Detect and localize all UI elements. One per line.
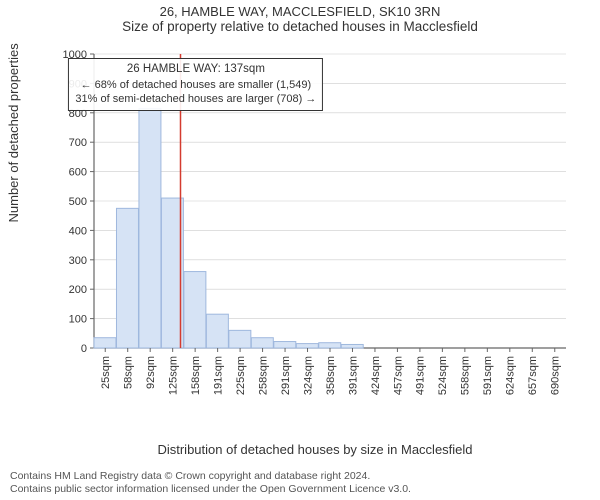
svg-text:100: 100	[69, 314, 87, 326]
svg-text:690sqm: 690sqm	[550, 356, 562, 395]
header: 26, HAMBLE WAY, MACCLESFIELD, SK10 3RN S…	[0, 0, 600, 34]
svg-text:358sqm: 358sqm	[325, 356, 337, 395]
svg-text:600: 600	[69, 167, 87, 179]
svg-text:400: 400	[69, 225, 87, 237]
svg-text:58sqm: 58sqm	[123, 356, 135, 389]
attribution-footer: Contains HM Land Registry data © Crown c…	[10, 470, 411, 496]
svg-text:524sqm: 524sqm	[437, 356, 449, 395]
svg-text:300: 300	[69, 255, 87, 267]
svg-text:424sqm: 424sqm	[370, 356, 382, 395]
svg-text:591sqm: 591sqm	[482, 356, 494, 395]
annotation-line-larger: 31% of semi-detached houses are larger (…	[75, 92, 316, 107]
y-axis-label: Number of detached properties	[6, 43, 21, 222]
address-line: 26, HAMBLE WAY, MACCLESFIELD, SK10 3RN	[0, 4, 600, 19]
footer-line-1: Contains HM Land Registry data © Crown c…	[10, 470, 411, 483]
svg-text:225sqm: 225sqm	[235, 356, 247, 395]
svg-text:624sqm: 624sqm	[505, 356, 517, 395]
svg-text:491sqm: 491sqm	[415, 356, 427, 395]
svg-text:0: 0	[81, 343, 87, 355]
svg-text:258sqm: 258sqm	[257, 356, 269, 395]
svg-text:158sqm: 158sqm	[190, 356, 202, 395]
svg-text:291sqm: 291sqm	[280, 356, 292, 395]
svg-text:92sqm: 92sqm	[145, 356, 157, 389]
footer-line-2: Contains public sector information licen…	[10, 483, 411, 496]
svg-text:324sqm: 324sqm	[302, 356, 314, 395]
svg-text:125sqm: 125sqm	[168, 356, 180, 395]
svg-text:457sqm: 457sqm	[392, 356, 404, 395]
svg-text:200: 200	[69, 284, 87, 296]
svg-text:191sqm: 191sqm	[212, 356, 224, 395]
annotation-line-smaller: ← 68% of detached houses are smaller (1,…	[75, 78, 316, 93]
annotation-title: 26 HAMBLE WAY: 137sqm	[75, 62, 316, 78]
x-axis-label: Distribution of detached houses by size …	[60, 442, 570, 457]
svg-text:25sqm: 25sqm	[100, 356, 112, 389]
svg-text:558sqm: 558sqm	[460, 356, 472, 395]
chart-subtitle: Size of property relative to detached ho…	[0, 19, 600, 34]
svg-text:700: 700	[69, 137, 87, 149]
svg-text:657sqm: 657sqm	[527, 356, 539, 395]
svg-text:391sqm: 391sqm	[347, 356, 359, 395]
annotation-box: 26 HAMBLE WAY: 137sqm← 68% of detached h…	[68, 58, 323, 111]
svg-text:500: 500	[69, 196, 87, 208]
